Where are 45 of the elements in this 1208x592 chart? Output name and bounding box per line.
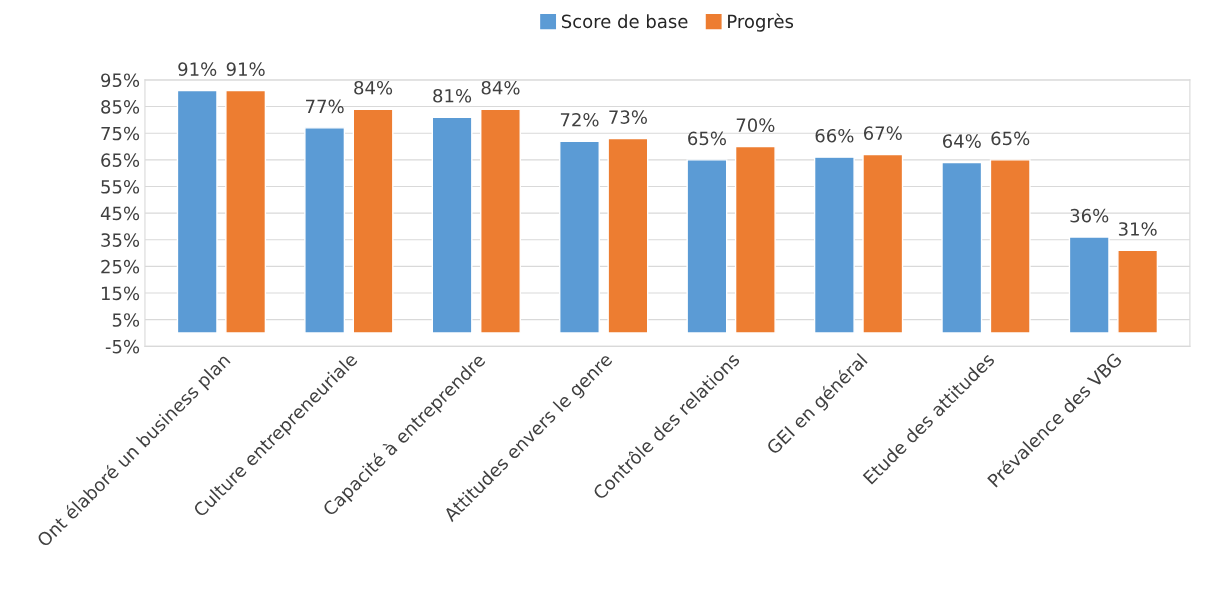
y-tick-label: 95% [101, 73, 140, 88]
data-label: 84% [354, 80, 393, 95]
data-label: 67% [863, 126, 902, 140]
y-tick-label: 15% [101, 286, 140, 301]
data-label: 64% [942, 134, 981, 148]
data-label: 66% [815, 128, 854, 143]
bar [686, 159, 728, 334]
y-tick-label: -5% [105, 339, 140, 354]
bar [431, 116, 473, 334]
y-tick-label: 55% [101, 179, 140, 194]
data-label: 84% [481, 80, 520, 95]
bar [225, 89, 267, 334]
bar [304, 127, 346, 334]
data-label: 91% [226, 62, 265, 76]
y-tick-label: 75% [101, 126, 140, 141]
bar [989, 159, 1031, 334]
y-tick-label: 5% [112, 313, 140, 327]
data-label: 31% [1118, 222, 1157, 236]
data-label: 73% [609, 110, 647, 124]
bar [176, 89, 218, 334]
y-tick-label: 65% [101, 153, 140, 167]
bar [734, 145, 776, 334]
y-tick-label: 25% [101, 259, 140, 274]
data-label: 65% [688, 131, 726, 146]
bar [559, 140, 600, 334]
bar [1117, 249, 1159, 334]
legend-label: Score de base [561, 14, 688, 29]
bar [607, 137, 649, 334]
bar [480, 108, 521, 334]
y-tick-label: 45% [100, 206, 140, 221]
data-label: 70% [736, 118, 775, 132]
bar [1068, 236, 1110, 334]
bar [352, 108, 394, 334]
bar [941, 161, 983, 334]
legend-label: Progrès [728, 13, 794, 32]
data-label: 36% [1070, 208, 1109, 223]
data-label: 72% [560, 112, 599, 127]
y-tick-label: 35% [101, 233, 140, 247]
data-label: 65% [991, 131, 1030, 146]
bar [862, 153, 904, 334]
y-tick-label: 85% [101, 100, 140, 114]
data-label: 77% [306, 99, 344, 114]
data-label: 91% [178, 62, 217, 76]
bar [813, 156, 855, 334]
data-label: 81% [433, 88, 472, 103]
